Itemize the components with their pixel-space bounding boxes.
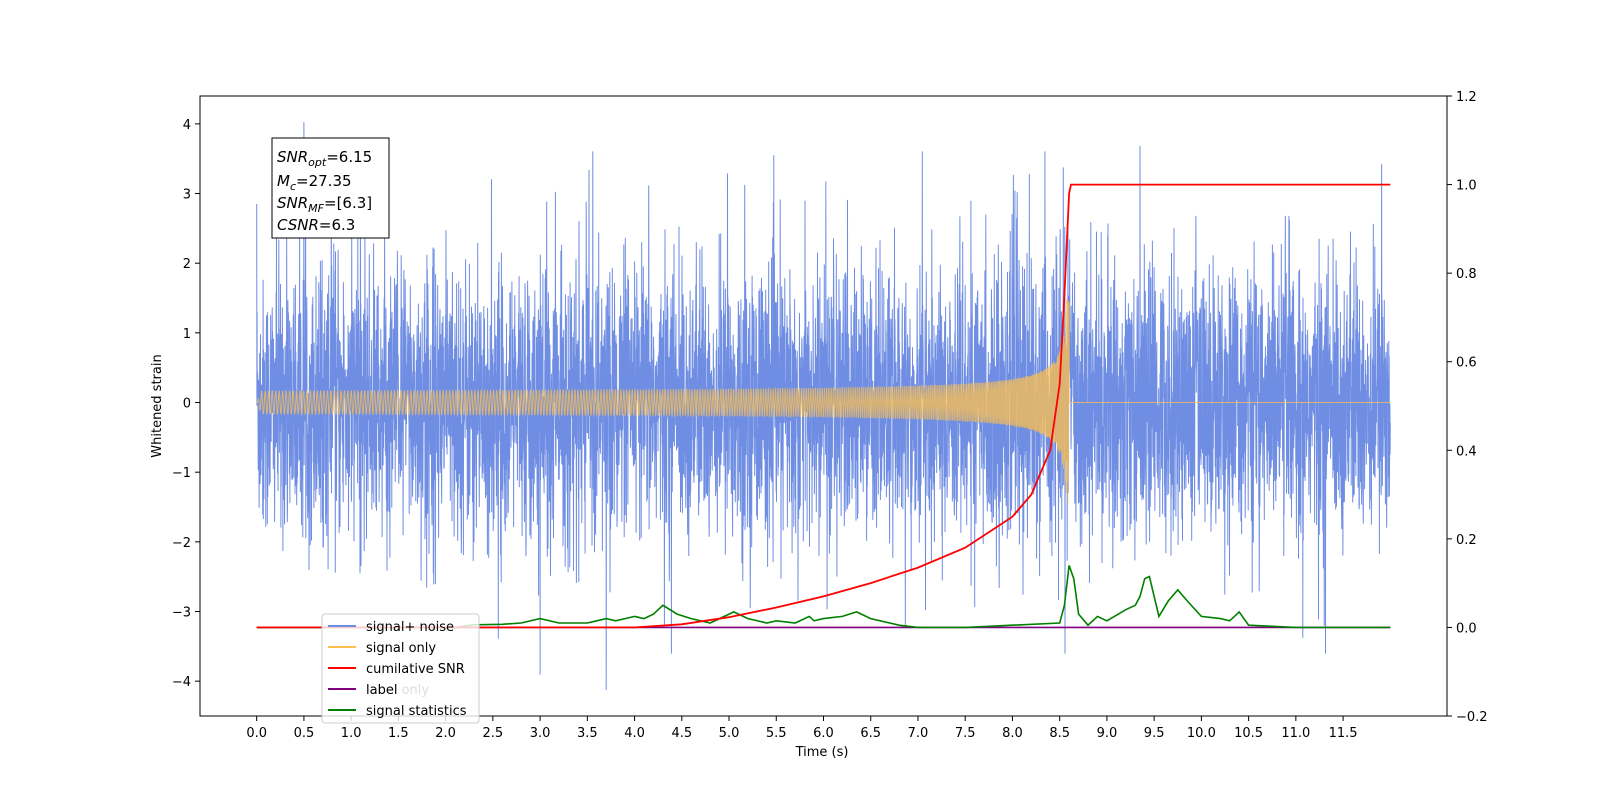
x-axis-label: Time (s) [795,745,849,760]
x-tick-label: 1.5 [388,726,409,741]
x-tick-label: 0.0 [246,726,267,741]
annotation-snr-mf: SNRMF=[6.3] [277,194,372,215]
x-tick-label: 9.0 [1097,726,1118,741]
x-tick-label: 1.0 [341,726,362,741]
x-tick-label: 11.0 [1281,726,1310,741]
x-tick-label: 0.5 [294,726,315,741]
legend-label-signal-only: signal only [366,641,436,656]
x-tick-label: 8.5 [1049,726,1070,741]
x-tick-label: 10.0 [1187,726,1216,741]
x-tick-label: 3.5 [577,726,598,741]
series-signal-statistics [256,565,1391,629]
y-tick-label: −2 [172,536,191,551]
x-tick-label: 3.0 [530,726,551,741]
legend-label-signal-statistics: signal statistics [366,704,467,719]
legend-label-label: label [366,683,397,698]
x-tick-label: 5.0 [719,726,740,741]
y-axis-label: Whitened strain [150,354,165,457]
y2-tick-label: 0.6 [1456,356,1477,371]
x-tick-label: 7.0 [908,726,929,741]
y2-tick-label: 1.2 [1456,90,1477,105]
y-tick-label: −1 [172,466,191,481]
annotation-csnr: CSNR=6.3 [277,216,355,234]
x-tick-label: 8.0 [1002,726,1023,741]
y2-tick-label: 0.2 [1456,533,1477,548]
x-tick-label: 7.5 [955,726,976,741]
x-tick-label: 10.5 [1234,726,1263,741]
series-signal-noise [256,122,1391,690]
annotation-mc: Mc=27.35 [277,172,352,193]
y2-tick-label: 0.0 [1456,621,1477,636]
annotation-box: SNRopt=6.15 Mc=27.35 SNRMF=[6.3] CSNR=6.… [271,137,390,239]
y-tick-label: 3 [183,188,191,203]
y-axis-right: 1.2 1.0 0.8 0.6 0.4 0.2 0.0 −0.2 [1447,90,1488,725]
annotation-snr-opt: SNRopt=6.15 [277,148,372,169]
y2-tick-label: 1.0 [1456,179,1477,194]
y-tick-label: −3 [172,606,191,621]
x-tick-label: 9.5 [1144,726,1165,741]
y2-tick-label: 0.4 [1456,444,1477,459]
x-tick-label: 4.0 [624,726,645,741]
x-tick-label: 2.5 [483,726,504,741]
x-tick-label: 4.5 [671,726,692,741]
x-axis: 0.0 0.5 1.0 1.5 2.0 2.5 3.0 3.5 4.0 4.5 5.0 5.5 6.0 6… [246,716,1358,741]
legend: label only signal+ noise signal only cum… [321,613,480,724]
y2-tick-label: 0.8 [1456,267,1477,282]
y-tick-label: −4 [172,675,191,690]
series-signal-only [256,298,1391,505]
y-tick-label: 2 [183,257,191,272]
y2-tick-label: −0.2 [1456,710,1488,725]
legend-label-signal-noise: signal+ noise [366,620,454,635]
x-tick-label: 2.0 [435,726,456,741]
y-axis-left: 4 3 2 1 0 −1 −2 −3 −4 [172,118,200,690]
x-tick-label: 11.5 [1329,726,1358,741]
x-tick-label: 5.5 [766,726,787,741]
legend-background-artifact: label only [366,683,429,698]
series-cumulative-snr [256,183,1391,629]
x-tick-label: 6.0 [813,726,834,741]
y-tick-label: 1 [183,327,191,342]
legend-label-cumulative-snr: cumilative SNR [366,662,465,677]
y-tick-label: 0 [183,397,191,412]
y-tick-label: 4 [183,118,191,133]
x-tick-label: 6.5 [860,726,881,741]
